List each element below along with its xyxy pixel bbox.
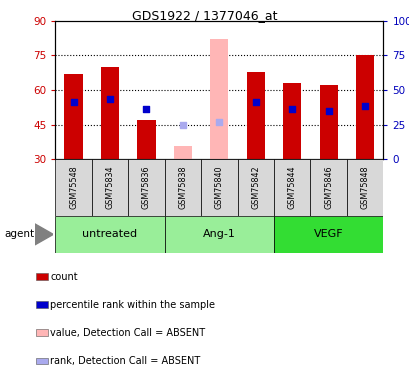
- Bar: [55, 216, 164, 253]
- Text: percentile rank within the sample: percentile rank within the sample: [50, 300, 215, 310]
- Point: [70, 99, 76, 105]
- Bar: [164, 216, 273, 253]
- Bar: [101, 67, 119, 159]
- Text: value, Detection Call = ABSENT: value, Detection Call = ABSENT: [50, 328, 205, 338]
- Text: Ang-1: Ang-1: [202, 230, 235, 239]
- Bar: [210, 39, 228, 159]
- Bar: [346, 159, 382, 216]
- Bar: [36, 330, 48, 336]
- Point: [288, 105, 295, 111]
- Text: GSM75840: GSM75840: [214, 166, 223, 209]
- Bar: [201, 159, 237, 216]
- Bar: [137, 120, 155, 159]
- Text: GSM75846: GSM75846: [324, 166, 333, 209]
- Point: [325, 108, 331, 114]
- Text: GSM75838: GSM75838: [178, 166, 187, 209]
- Bar: [36, 273, 48, 280]
- Bar: [273, 159, 310, 216]
- Polygon shape: [35, 224, 53, 245]
- Bar: [36, 302, 48, 308]
- Text: GSM75834: GSM75834: [105, 166, 114, 209]
- Text: VEGF: VEGF: [313, 230, 343, 239]
- Text: GSM75836: GSM75836: [142, 166, 151, 209]
- Text: count: count: [50, 272, 78, 282]
- Point: [216, 119, 222, 125]
- Bar: [355, 56, 373, 159]
- Bar: [319, 86, 337, 159]
- Text: rank, Detection Call = ABSENT: rank, Detection Call = ABSENT: [50, 356, 200, 366]
- Point: [252, 99, 258, 105]
- Text: GSM75548: GSM75548: [69, 166, 78, 209]
- Point: [179, 122, 186, 128]
- Text: GSM75848: GSM75848: [360, 166, 369, 209]
- Point: [143, 105, 149, 111]
- Bar: [246, 72, 264, 159]
- Bar: [164, 159, 201, 216]
- Bar: [64, 74, 83, 159]
- Bar: [55, 159, 92, 216]
- Bar: [237, 159, 273, 216]
- Text: GSM75842: GSM75842: [251, 166, 260, 209]
- Text: GDS1922 / 1377046_at: GDS1922 / 1377046_at: [132, 9, 277, 22]
- Text: GSM75844: GSM75844: [287, 166, 296, 209]
- Text: agent: agent: [4, 230, 34, 239]
- Bar: [273, 216, 382, 253]
- Bar: [283, 83, 301, 159]
- Bar: [128, 159, 164, 216]
- Bar: [36, 358, 48, 364]
- Bar: [310, 159, 346, 216]
- Bar: [173, 146, 191, 159]
- Bar: [92, 159, 128, 216]
- Point: [106, 96, 113, 102]
- Point: [361, 103, 368, 109]
- Text: untreated: untreated: [82, 230, 137, 239]
